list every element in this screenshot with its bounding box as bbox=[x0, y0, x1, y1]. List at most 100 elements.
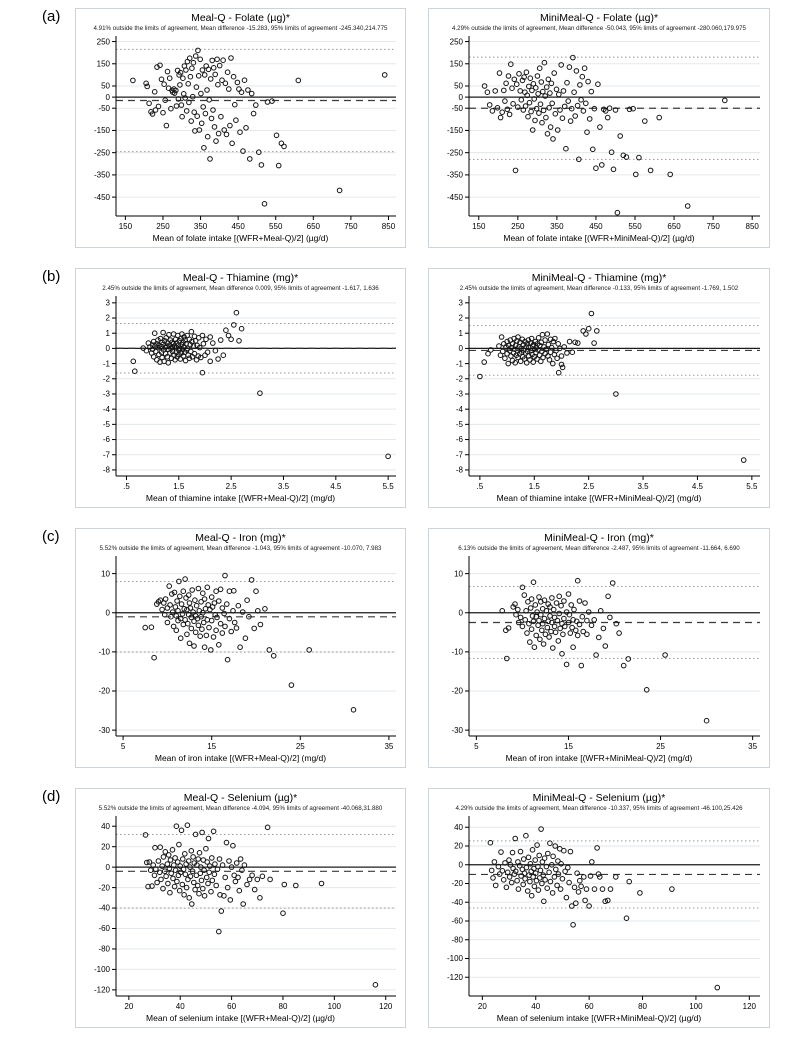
svg-text:20: 20 bbox=[124, 1002, 133, 1011]
svg-text:-1: -1 bbox=[103, 359, 111, 368]
svg-text:150: 150 bbox=[119, 222, 133, 231]
svg-text:4.5: 4.5 bbox=[330, 482, 342, 491]
svg-text:850: 850 bbox=[746, 222, 760, 231]
svg-text:0: 0 bbox=[459, 860, 464, 869]
svg-text:-30: -30 bbox=[451, 726, 463, 735]
chart-subtitle: 2.45% outside the limits of agreement, M… bbox=[102, 285, 379, 292]
svg-text:-20: -20 bbox=[451, 687, 463, 696]
chart-subtitle: 5.52% outside the limits of agreement, M… bbox=[98, 805, 383, 812]
svg-text:-450: -450 bbox=[94, 193, 111, 202]
svg-text:15: 15 bbox=[564, 742, 573, 751]
svg-text:-50: -50 bbox=[451, 104, 463, 113]
svg-text:1: 1 bbox=[459, 329, 464, 338]
svg-text:3.5: 3.5 bbox=[637, 482, 649, 491]
svg-text:0: 0 bbox=[459, 608, 464, 617]
svg-text:1.5: 1.5 bbox=[173, 482, 185, 491]
svg-text:-20: -20 bbox=[98, 883, 110, 892]
svg-text:-3: -3 bbox=[456, 390, 464, 399]
plot-panel-folate-minimealq: MiniMeal-Q - Folate (µg)* 4.29% outside … bbox=[428, 8, 770, 248]
svg-text:650: 650 bbox=[667, 222, 681, 231]
svg-text:250: 250 bbox=[97, 37, 111, 46]
figure-row-d: (d) Meal-Q - Selenium (µg)* 5.52% outsid… bbox=[0, 780, 801, 1040]
figure-row-a: (a) Meal-Q - Folate (µg)* 4.91% outside … bbox=[0, 0, 801, 260]
chart-subtitle: 5.52% outside the limits of agreement, M… bbox=[99, 545, 382, 552]
svg-text:-3: -3 bbox=[103, 390, 111, 399]
svg-text:25: 25 bbox=[656, 742, 665, 751]
svg-text:40: 40 bbox=[454, 823, 463, 832]
x-axis-label: Mean of selenium intake [(WFR+MiniMeal-Q… bbox=[496, 1013, 702, 1023]
svg-text:50: 50 bbox=[101, 82, 110, 91]
svg-text:-350: -350 bbox=[94, 171, 111, 180]
svg-text:-7: -7 bbox=[103, 450, 111, 459]
svg-text:0: 0 bbox=[106, 863, 111, 872]
figure-row-c: (c) Meal-Q - Iron (mg)* 5.52% outside th… bbox=[0, 520, 801, 780]
figure-row-b: (b) Meal-Q - Thiamine (mg)* 2.45% outsid… bbox=[0, 260, 801, 520]
svg-text:-6: -6 bbox=[456, 435, 464, 444]
svg-text:10: 10 bbox=[454, 569, 463, 578]
svg-text:50: 50 bbox=[454, 82, 463, 91]
svg-text:2.5: 2.5 bbox=[226, 482, 238, 491]
svg-text:120: 120 bbox=[743, 1002, 757, 1011]
svg-text:80: 80 bbox=[279, 1002, 288, 1011]
svg-text:-7: -7 bbox=[456, 450, 464, 459]
svg-text:-80: -80 bbox=[98, 945, 110, 954]
svg-text:-20: -20 bbox=[451, 879, 463, 888]
svg-text:3.5: 3.5 bbox=[278, 482, 290, 491]
svg-text:0: 0 bbox=[106, 344, 111, 353]
svg-text:10: 10 bbox=[101, 569, 110, 578]
svg-text:850: 850 bbox=[382, 222, 396, 231]
plot-panel-iron-minimealq: MiniMeal-Q - Iron (mg)* 6.13% outside th… bbox=[428, 528, 770, 768]
plot-panel-selenium-mealq: Meal-Q - Selenium (µg)* 5.52% outside th… bbox=[75, 788, 406, 1028]
svg-text:-120: -120 bbox=[447, 973, 464, 982]
panel-label-a: (a) bbox=[42, 8, 61, 25]
svg-text:-5: -5 bbox=[103, 420, 111, 429]
svg-text:100: 100 bbox=[689, 1002, 703, 1011]
svg-text:250: 250 bbox=[511, 222, 525, 231]
svg-text:-20: -20 bbox=[98, 687, 110, 696]
svg-text:450: 450 bbox=[589, 222, 603, 231]
chart-title: Meal-Q - Folate (µg)* bbox=[191, 12, 290, 24]
svg-text:5: 5 bbox=[121, 742, 126, 751]
chart-title: MiniMeal-Q - Thiamine (mg)* bbox=[531, 272, 667, 284]
svg-text:40: 40 bbox=[101, 822, 110, 831]
svg-text:0: 0 bbox=[459, 344, 464, 353]
svg-text:120: 120 bbox=[379, 1002, 393, 1011]
svg-text:-150: -150 bbox=[447, 126, 464, 135]
x-axis-label: Mean of iron intake [(WFR+MiniMeal-Q)/2]… bbox=[505, 753, 693, 763]
svg-text:350: 350 bbox=[194, 222, 208, 231]
svg-text:450: 450 bbox=[231, 222, 245, 231]
plot-panel-selenium-minimealq: MiniMeal-Q - Selenium (µg)* 4.29% outsid… bbox=[428, 788, 770, 1028]
svg-text:0: 0 bbox=[106, 93, 111, 102]
svg-text:2: 2 bbox=[459, 314, 464, 323]
chart-title: Meal-Q - Thiamine (mg)* bbox=[182, 272, 299, 284]
svg-text:-30: -30 bbox=[98, 726, 110, 735]
svg-text:-120: -120 bbox=[94, 986, 111, 995]
svg-text:4.5: 4.5 bbox=[692, 482, 704, 491]
panel-label-d: (d) bbox=[42, 788, 61, 805]
svg-text:.5: .5 bbox=[477, 482, 484, 491]
svg-text:750: 750 bbox=[706, 222, 720, 231]
svg-text:-4: -4 bbox=[103, 405, 111, 414]
svg-text:-80: -80 bbox=[451, 935, 463, 944]
svg-text:3: 3 bbox=[459, 299, 464, 308]
x-axis-label: Mean of iron intake [(WFR+Meal-Q)/2] (mg… bbox=[154, 753, 327, 763]
panel-label-c: (c) bbox=[42, 528, 60, 545]
svg-text:60: 60 bbox=[227, 1002, 236, 1011]
x-axis-label: Mean of selenium intake [(WFR+Meal-Q)/2]… bbox=[146, 1013, 335, 1023]
svg-text:150: 150 bbox=[472, 222, 486, 231]
svg-text:-250: -250 bbox=[94, 148, 111, 157]
panel-label-b: (b) bbox=[42, 268, 61, 285]
x-axis-label: Mean of folate intake [(WFR+MiniMeal-Q)/… bbox=[503, 233, 695, 243]
svg-text:2.5: 2.5 bbox=[583, 482, 595, 491]
svg-text:550: 550 bbox=[269, 222, 283, 231]
bland-altman-chart: 3 2 1 0 -1 -2 -3 -4 -5 -6 -7 -8 .5 1.5 2.5 3.5 4.5 5.5 bbox=[431, 293, 767, 493]
svg-text:40: 40 bbox=[176, 1002, 185, 1011]
svg-text:-40: -40 bbox=[98, 904, 110, 913]
svg-text:150: 150 bbox=[97, 59, 111, 68]
svg-text:550: 550 bbox=[628, 222, 642, 231]
x-axis-label: Mean of thiamine intake [(WFR+MiniMeal-Q… bbox=[496, 493, 702, 503]
svg-text:650: 650 bbox=[307, 222, 321, 231]
svg-text:35: 35 bbox=[384, 742, 393, 751]
svg-text:-100: -100 bbox=[447, 954, 464, 963]
chart-subtitle: 6.13% outside the limits of agreement, M… bbox=[458, 545, 740, 552]
